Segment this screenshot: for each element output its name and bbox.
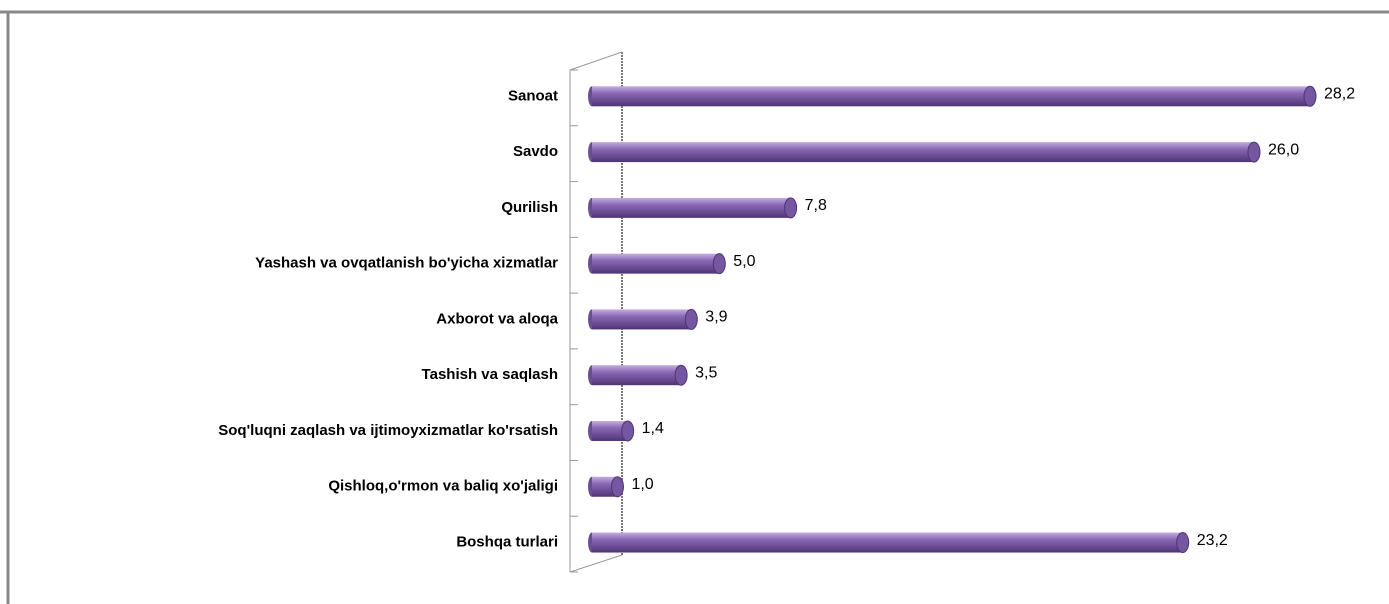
value-label: 23,2: [1197, 532, 1228, 549]
axis-wall: [569, 51, 623, 573]
bar: [588, 420, 635, 442]
category-label: Soq'luqni zaqlash va ijtimoyxizmatlar ko…: [218, 422, 558, 439]
bar: [588, 364, 688, 386]
category-label: Qurilish: [501, 199, 558, 216]
category-label: Boshqa turlari: [456, 534, 558, 551]
bar: [588, 476, 624, 498]
bar: [588, 253, 726, 275]
value-label: 7,8: [805, 197, 827, 214]
value-label: 3,9: [705, 309, 727, 326]
value-label: 28,2: [1324, 86, 1355, 103]
bar: [588, 308, 698, 330]
bar: [588, 85, 1317, 107]
value-label: 5,0: [733, 253, 755, 270]
category-label: Sanoat: [508, 87, 558, 104]
bar: [588, 141, 1261, 163]
bar: [588, 532, 1190, 554]
category-label: Yashash va ovqatlanish bo'yicha xizmatla…: [255, 255, 558, 272]
category-label: Tashish va saqlash: [422, 366, 558, 383]
bar: [588, 197, 798, 219]
value-label: 3,5: [695, 364, 717, 381]
value-label: 1,0: [631, 476, 653, 493]
category-label: Savdo: [513, 143, 558, 160]
value-label: 1,4: [642, 420, 664, 437]
value-label: 26,0: [1268, 141, 1299, 158]
category-label: Axborot va aloqa: [436, 310, 558, 327]
category-label: Qishloq,o'rmon va baliq xo'jaligi: [328, 478, 558, 495]
